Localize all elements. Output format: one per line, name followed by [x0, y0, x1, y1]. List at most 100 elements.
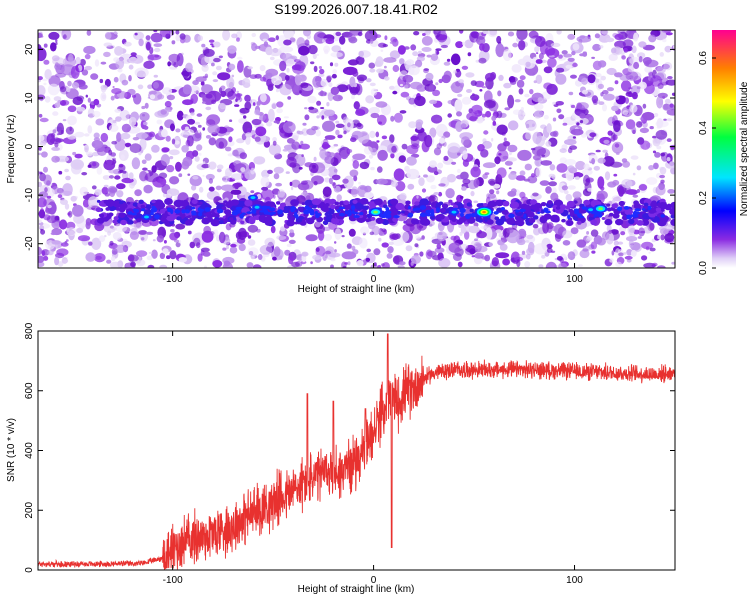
noise-blob — [518, 235, 522, 240]
noise-blob — [103, 225, 116, 233]
band-blob — [386, 212, 391, 218]
noise-blob — [187, 135, 194, 147]
noise-blob — [38, 261, 45, 268]
band-blob — [339, 212, 346, 217]
y-tick-label: 20 — [24, 43, 35, 55]
band-blob — [439, 208, 446, 214]
noise-blob — [136, 250, 148, 257]
noise-blob — [146, 255, 153, 261]
noise-blob — [194, 90, 198, 93]
noise-blob — [381, 242, 389, 248]
noise-blob — [471, 104, 483, 114]
noise-blob — [194, 155, 200, 162]
noise-blob — [231, 74, 235, 78]
noise-blob — [654, 152, 661, 158]
noise-blob — [415, 235, 421, 240]
band-blob — [501, 209, 509, 215]
noise-blob — [664, 98, 671, 104]
noise-blob — [504, 160, 513, 166]
noise-blob — [61, 30, 72, 41]
noise-blob — [81, 226, 85, 230]
noise-blob — [644, 66, 653, 73]
noise-blob — [128, 56, 138, 64]
noise-blob — [374, 34, 382, 38]
noise-blob — [447, 142, 461, 153]
noise-blob — [108, 169, 117, 174]
band-blob — [374, 198, 383, 206]
noise-blob — [344, 262, 349, 265]
band-blob — [500, 207, 505, 211]
noise-blob — [70, 195, 77, 202]
noise-blob — [283, 30, 294, 39]
noise-blob — [243, 115, 247, 119]
noise-blob — [127, 254, 135, 262]
noise-blob — [556, 163, 568, 173]
noise-blob — [613, 120, 621, 133]
noise-blob — [614, 143, 620, 148]
noise-blob — [92, 110, 101, 118]
band-blob — [344, 210, 348, 215]
noise-blob — [402, 74, 414, 83]
noise-blob — [579, 113, 586, 119]
noise-blob — [38, 219, 42, 224]
noise-blob — [370, 112, 380, 119]
noise-blob — [224, 88, 234, 97]
noise-blob — [470, 80, 477, 86]
noise-blob — [525, 132, 532, 140]
noise-blob — [416, 195, 419, 199]
noise-blob — [418, 30, 426, 33]
noise-blob — [276, 235, 287, 241]
noise-blob — [231, 173, 243, 181]
noise-blob — [357, 31, 363, 37]
noise-blob — [642, 103, 647, 109]
noise-blob — [391, 233, 399, 240]
noise-blob — [421, 35, 433, 46]
noise-blob — [43, 59, 50, 65]
heatmap-y-axis-label: Frequency (Hz) — [6, 115, 17, 184]
noise-blob — [478, 57, 487, 64]
noise-blob — [608, 229, 612, 235]
noise-blob — [312, 164, 316, 169]
noise-blob — [312, 254, 322, 260]
noise-blob — [484, 254, 491, 262]
snr-y-ticks: 0 200 400 600 800 — [24, 322, 675, 573]
noise-blob — [387, 246, 394, 254]
band-blob — [221, 206, 227, 211]
noise-blob — [66, 87, 71, 93]
noise-blob — [428, 83, 434, 92]
noise-blob — [319, 68, 325, 75]
band-blob — [291, 200, 298, 205]
noise-blob — [364, 185, 372, 193]
noise-blob — [648, 165, 655, 171]
noise-blob — [462, 150, 468, 160]
x-tick-label: 0 — [371, 274, 377, 285]
noise-blob — [53, 96, 62, 102]
noise-blob — [346, 243, 352, 249]
noise-blob — [218, 231, 226, 244]
band-blob — [191, 199, 198, 205]
noise-blob — [227, 153, 234, 157]
y-tick-label: 200 — [24, 501, 35, 518]
noise-blob — [60, 158, 65, 162]
band-blob — [191, 206, 196, 210]
noise-blob — [167, 109, 172, 113]
noise-blob — [162, 87, 173, 95]
noise-blob — [562, 230, 573, 239]
band-blob — [407, 214, 411, 218]
noise-blob — [481, 86, 487, 89]
noise-blob — [631, 91, 638, 100]
noise-blob — [239, 152, 247, 160]
noise-blob — [107, 185, 118, 195]
noise-blob — [133, 31, 145, 41]
noise-blob — [51, 55, 60, 62]
noise-blob — [524, 163, 532, 171]
noise-blob — [247, 247, 259, 257]
noise-blob — [267, 169, 273, 174]
band-blob — [597, 212, 603, 218]
noise-blob — [279, 83, 292, 96]
noise-blob — [595, 149, 601, 153]
band-blob — [365, 218, 371, 223]
noise-blob — [607, 87, 614, 92]
noise-blob — [440, 30, 446, 35]
band-blob — [451, 217, 457, 222]
